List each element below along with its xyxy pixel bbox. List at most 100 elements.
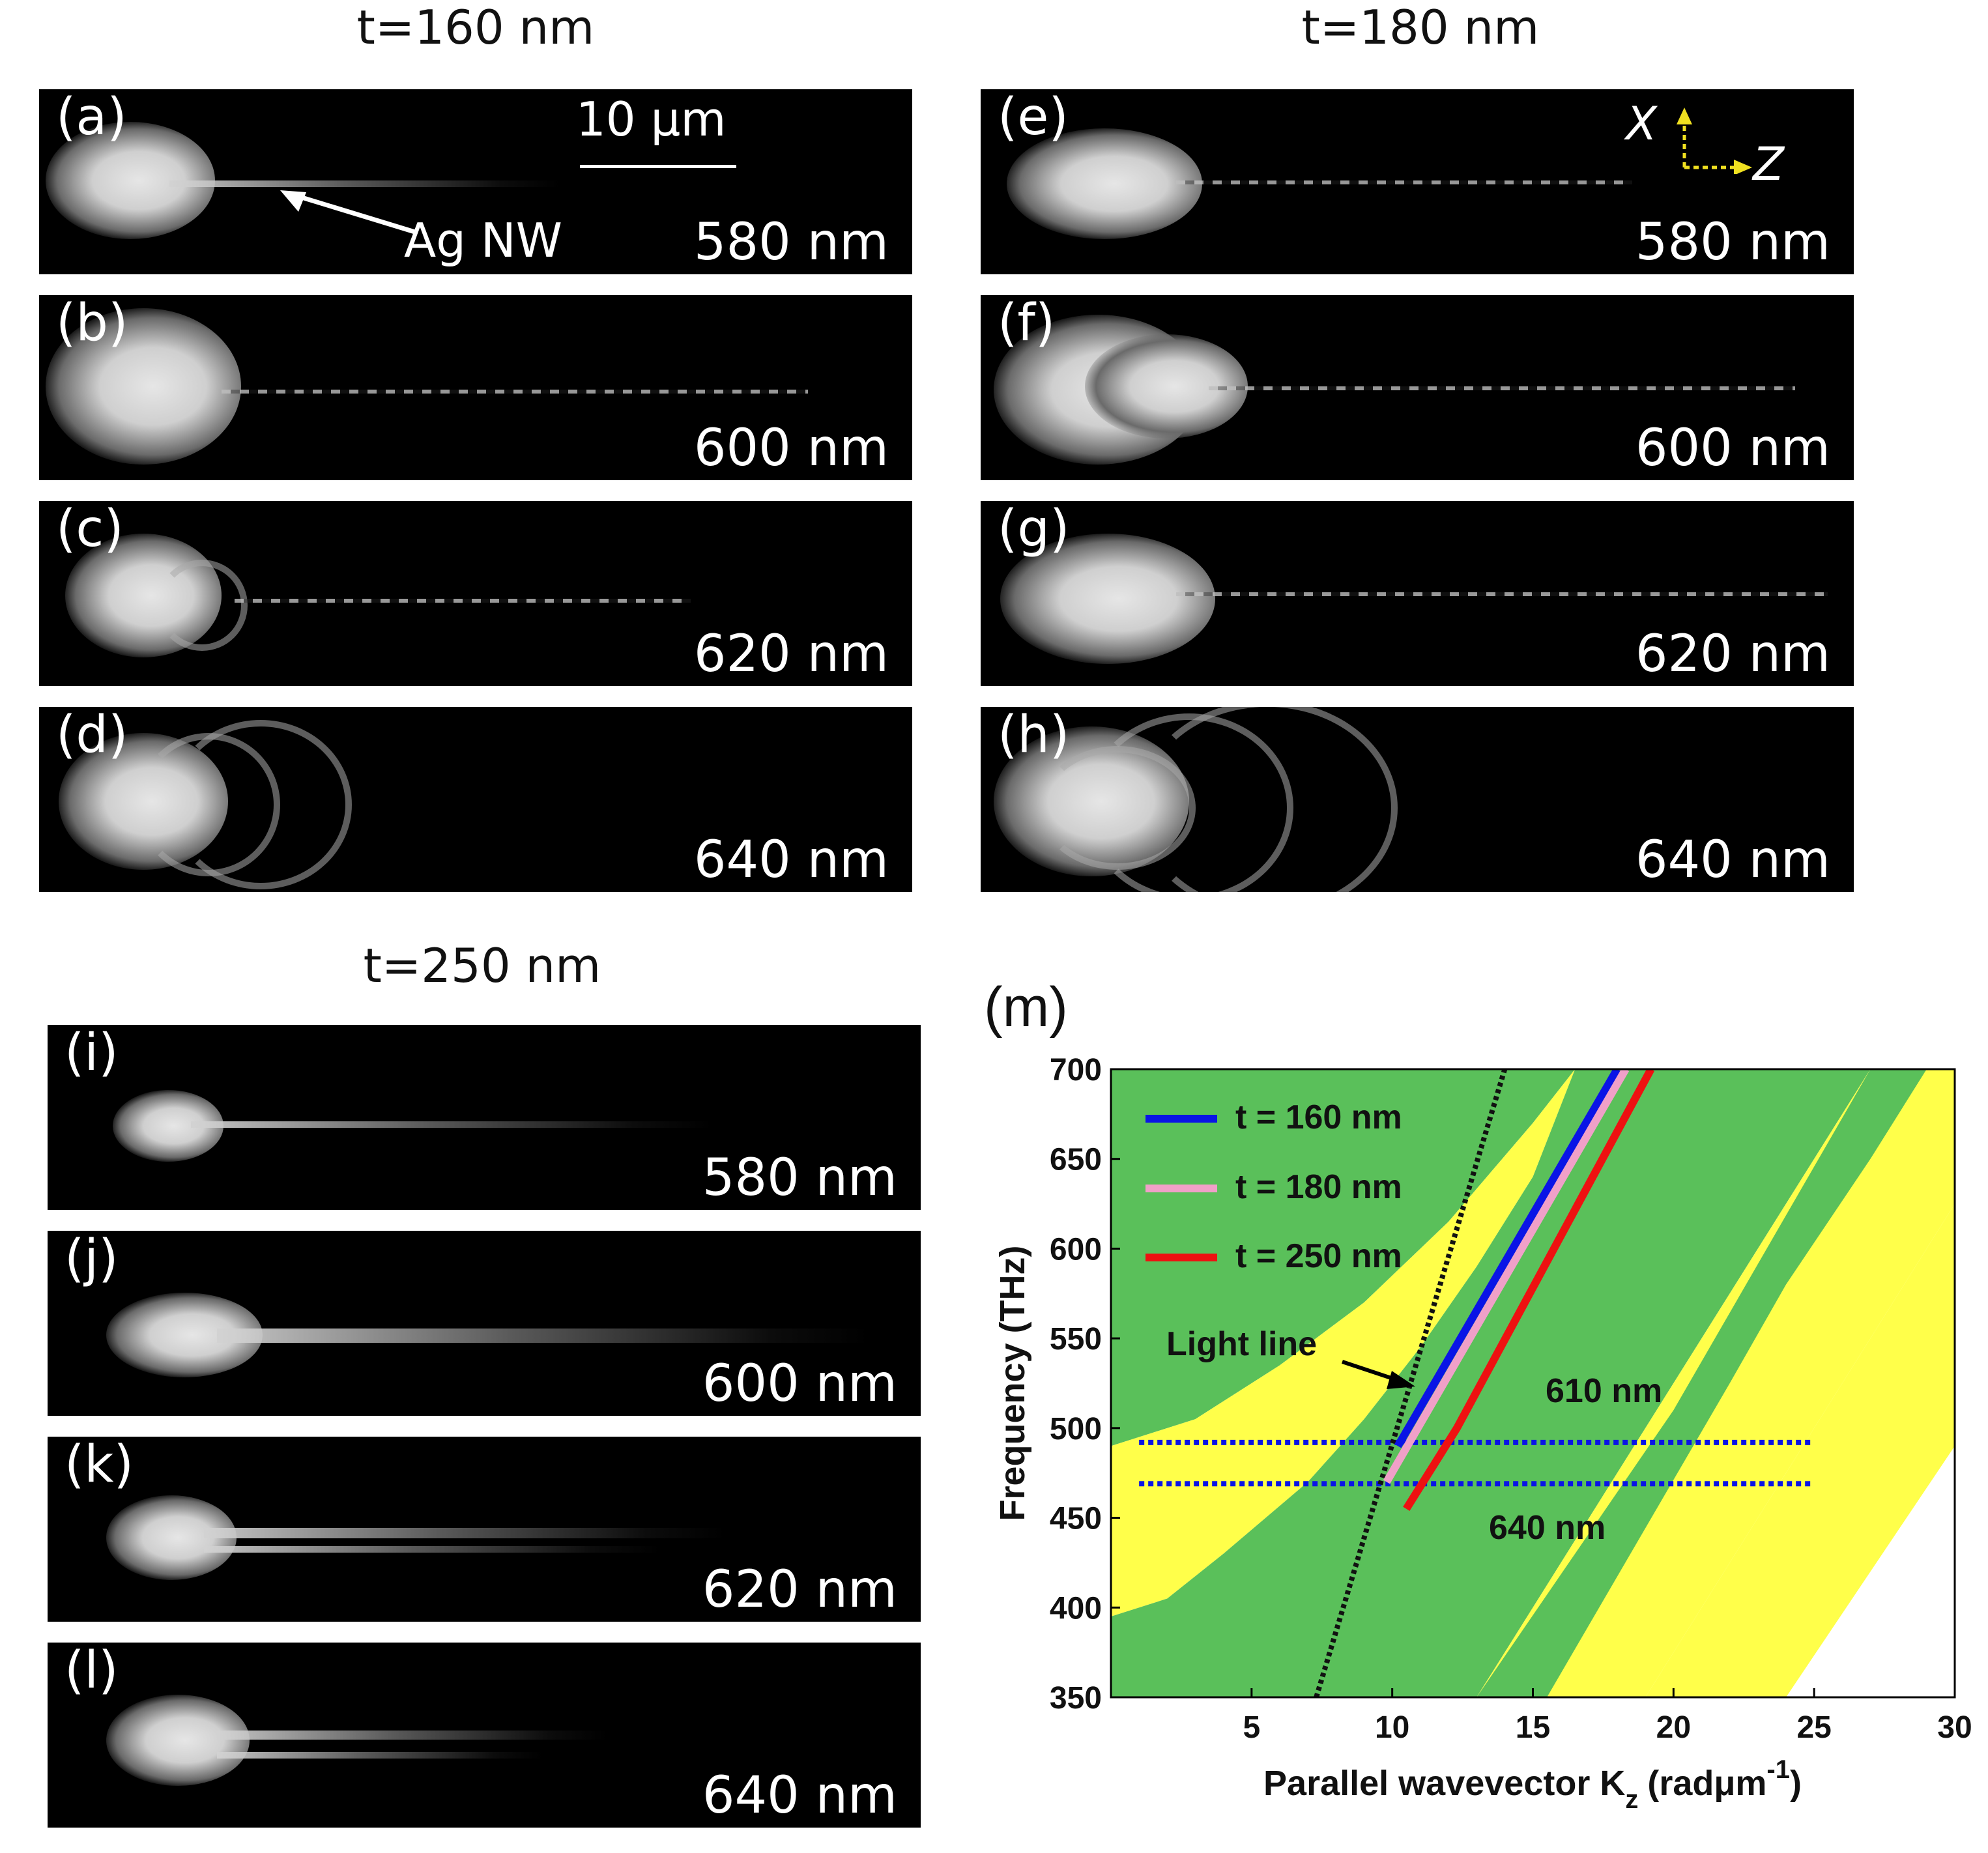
group-title-t250: t=250 nm xyxy=(363,938,601,993)
panel-d: (d) 640 nm xyxy=(39,707,912,892)
hotspot-blob xyxy=(1000,534,1215,664)
y-tick-label: 700 xyxy=(1050,1053,1102,1087)
y-tick-label: 350 xyxy=(1050,1681,1102,1716)
ref-label-610: 610 nm xyxy=(1546,1372,1662,1410)
band-green-2 xyxy=(1111,1069,1871,1697)
y-tick-label: 500 xyxy=(1050,1412,1102,1446)
reference-lines xyxy=(1139,1439,1815,1487)
y-tick-label: 550 xyxy=(1050,1322,1102,1357)
wavelength-label: 640 nm xyxy=(1635,831,1830,889)
panel-label: (l) xyxy=(65,1643,119,1700)
hotspot-blob xyxy=(46,308,241,465)
band-yellow-3 xyxy=(1645,1203,1955,1697)
x-axis-label: Parallel wavevector Kz (radμm-1) xyxy=(1263,1755,1802,1814)
panel-label: (g) xyxy=(998,501,1070,558)
legend-label-t250: t = 250 nm xyxy=(1235,1237,1402,1275)
chart-panel-label: (m) xyxy=(984,976,1068,1039)
ref-label-640: 640 nm xyxy=(1489,1509,1606,1547)
fringe-ring xyxy=(169,720,352,889)
band-green-1 xyxy=(1111,1069,1576,1446)
panel-f: (f) 600 nm xyxy=(981,295,1854,480)
background-bands xyxy=(1111,1069,1955,1697)
light-line-path xyxy=(1314,1069,1508,1697)
nanowire xyxy=(1176,592,1828,596)
wavelength-label: 600 nm xyxy=(702,1355,897,1413)
series-line-0 xyxy=(1394,1069,1621,1448)
hotspot-blob xyxy=(1007,128,1202,239)
panel-i: (i) 580 nm xyxy=(48,1025,921,1210)
x-tick-label: 20 xyxy=(1656,1710,1691,1745)
x-tick-label: 5 xyxy=(1243,1710,1260,1745)
band-yellow-1 xyxy=(1111,1069,1576,1617)
nanowire xyxy=(217,1329,869,1343)
nanowire xyxy=(1176,180,1632,184)
nanowire xyxy=(169,180,560,187)
fringe-ring xyxy=(156,560,248,651)
plot-area xyxy=(1111,1069,1955,1697)
wavelength-label: 640 nm xyxy=(702,1766,897,1825)
axis-z-label: Z xyxy=(1753,137,1784,191)
wavelength-label: 620 nm xyxy=(693,625,889,683)
axes-arrows-icon xyxy=(1677,108,1752,174)
wavelength-label: 640 nm xyxy=(693,831,889,889)
wavelength-label: 620 nm xyxy=(1635,625,1830,683)
wavelength-label: 620 nm xyxy=(702,1560,897,1619)
x-tick-label: 10 xyxy=(1375,1710,1409,1745)
series-line-2 xyxy=(1403,1069,1655,1511)
panel-label: (c) xyxy=(56,501,124,558)
wavelength-label: 580 nm xyxy=(702,1149,897,1207)
scale-bar xyxy=(580,165,736,168)
panel-label: (i) xyxy=(65,1025,119,1082)
panel-j: (j) 600 nm xyxy=(48,1231,921,1416)
dispersion-chart: (m) 5 10 15 20 25 30 350 400 450 500 550 600 650 700 … xyxy=(977,964,1988,1850)
fringe-ring xyxy=(1137,707,1398,892)
scale-bar-label: 10 μm xyxy=(576,92,727,147)
panel-label: (d) xyxy=(56,707,128,764)
x-tick-label: 30 xyxy=(1937,1710,1972,1745)
x-tick-label: 15 xyxy=(1516,1710,1550,1745)
y-tick-label: 450 xyxy=(1050,1502,1102,1536)
group-title-t180: t=180 nm xyxy=(1301,0,1540,55)
arrow-icon xyxy=(280,190,418,235)
panel-e: (e) 580 nm X Z xyxy=(981,89,1854,274)
nanowire xyxy=(204,1528,725,1538)
y-axis-label: Frequency (THz) xyxy=(993,1245,1032,1521)
panel-g: (g) 620 nm xyxy=(981,501,1854,686)
hotspot-blob xyxy=(106,1695,250,1786)
legend-label-t160: t = 160 nm xyxy=(1235,1099,1402,1136)
wavelength-label: 580 nm xyxy=(693,213,889,272)
panel-k: (k) 620 nm xyxy=(48,1437,921,1622)
legend-label-t180: t = 180 nm xyxy=(1235,1168,1402,1206)
wavelength-label: 580 nm xyxy=(1635,213,1830,272)
panel-c: (c) 620 nm xyxy=(39,501,912,686)
panel-label: (k) xyxy=(65,1437,134,1494)
series-line-1 xyxy=(1383,1069,1630,1484)
nanowire xyxy=(217,1752,543,1759)
panel-a: (a) 580 nm 10 μm Ag NW xyxy=(39,89,912,274)
axis-x-label: X xyxy=(1626,97,1657,151)
panel-label: (j) xyxy=(65,1231,119,1288)
y-tick-label: 600 xyxy=(1050,1232,1102,1267)
series-lines xyxy=(1383,1069,1655,1511)
y-tick-label: 650 xyxy=(1050,1143,1102,1177)
legend: t = 160 nm t = 180 nm t = 250 nm xyxy=(1145,1099,1402,1275)
x-tick-label: 25 xyxy=(1796,1710,1831,1745)
y-tick-label: 400 xyxy=(1050,1591,1102,1626)
panel-label: (h) xyxy=(998,707,1070,764)
panel-label: (f) xyxy=(998,295,1056,352)
wavelength-label: 600 nm xyxy=(1635,419,1830,478)
nanowire xyxy=(1209,386,1795,390)
panel-label: (e) xyxy=(998,89,1069,147)
panel-l: (l) 640 nm xyxy=(48,1643,921,1828)
arrow-head-icon xyxy=(1387,1371,1415,1389)
light-line-label: Light line xyxy=(1166,1325,1317,1363)
panel-label: (a) xyxy=(56,89,127,147)
nanowire xyxy=(204,1546,660,1553)
wavelength-label: 600 nm xyxy=(693,419,889,478)
band-green-3 xyxy=(1477,1069,1927,1697)
panel-h: (h) 640 nm xyxy=(981,707,1854,892)
nanowire xyxy=(191,1121,712,1128)
panel-b: (b) 600 nm xyxy=(39,295,912,480)
light-line xyxy=(1314,1069,1508,1697)
panel-label: (b) xyxy=(56,295,128,352)
